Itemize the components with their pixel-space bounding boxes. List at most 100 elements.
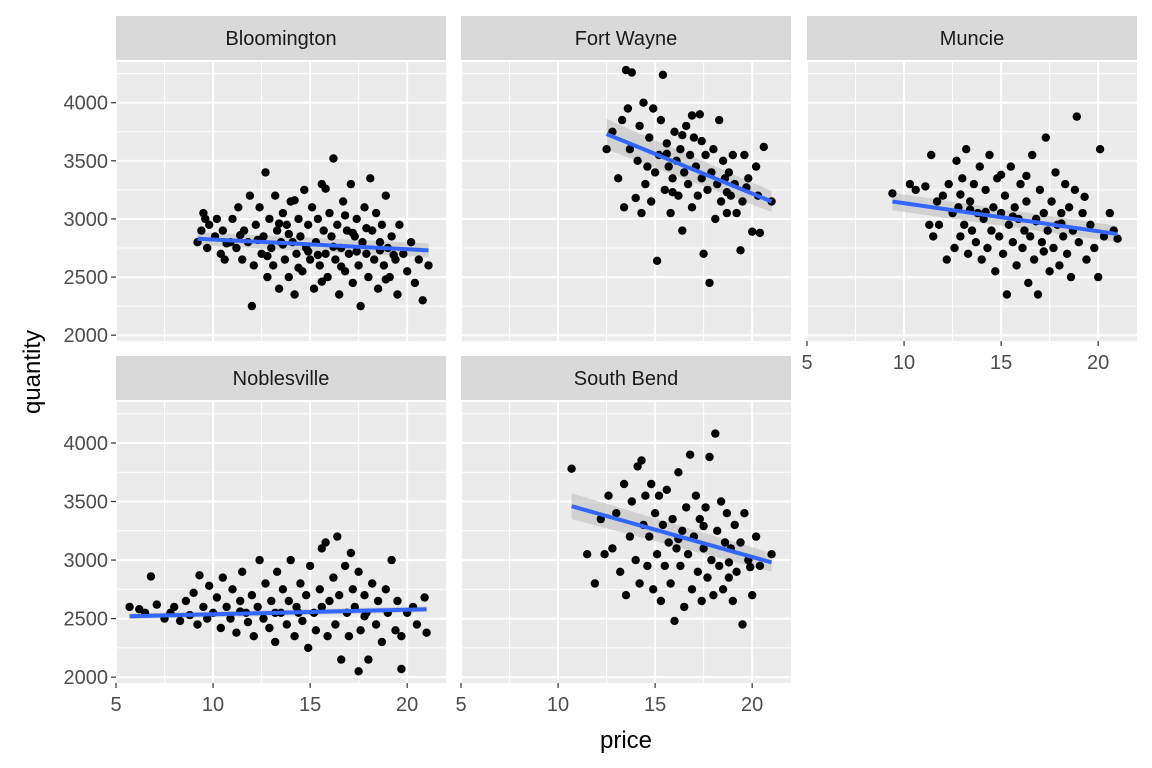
data-point	[600, 550, 609, 559]
data-point	[387, 555, 396, 565]
data-point	[1043, 226, 1052, 235]
data-point	[199, 602, 208, 612]
data-point	[175, 616, 185, 626]
data-point	[181, 596, 191, 606]
data-point	[300, 185, 309, 195]
data-point	[265, 623, 274, 633]
data-point	[703, 185, 712, 195]
data-point	[699, 544, 708, 553]
facet-strip	[807, 16, 1137, 60]
data-point	[678, 526, 687, 535]
data-point	[259, 614, 268, 623]
data-point	[645, 532, 654, 541]
y-tick-label: 3000	[64, 550, 109, 572]
data-point	[271, 191, 280, 200]
data-point	[284, 229, 293, 239]
data-point	[621, 591, 631, 600]
data-point	[718, 585, 728, 594]
data-point	[967, 226, 977, 235]
data-point	[1039, 208, 1049, 218]
data-point	[203, 614, 212, 623]
data-point	[294, 263, 303, 272]
data-point	[645, 133, 654, 142]
data-point	[633, 462, 642, 471]
data-point	[960, 220, 969, 229]
data-point	[1006, 162, 1015, 171]
data-point	[724, 168, 734, 177]
data-point	[625, 145, 635, 154]
data-point	[232, 628, 241, 637]
data-point	[682, 121, 691, 131]
data-point	[932, 197, 942, 206]
confidence-ribbon	[606, 118, 772, 212]
data-point	[290, 196, 299, 205]
data-point	[767, 550, 776, 559]
data-point	[1022, 197, 1031, 206]
data-point	[1066, 272, 1076, 282]
data-point	[1049, 243, 1058, 253]
data-point	[348, 585, 357, 594]
data-point	[370, 255, 379, 264]
data-point	[1095, 145, 1105, 154]
data-point	[654, 491, 664, 500]
data-point	[738, 620, 747, 629]
data-point	[290, 290, 299, 299]
data-point	[987, 226, 996, 235]
data-point	[662, 139, 671, 148]
data-point	[1026, 232, 1035, 241]
data-point	[1082, 255, 1091, 264]
data-point	[379, 261, 389, 270]
data-point	[393, 290, 402, 299]
data-point	[709, 591, 718, 600]
data-point	[1012, 261, 1021, 270]
data-point	[354, 667, 363, 676]
data-point	[662, 485, 671, 494]
data-point	[637, 456, 646, 465]
panel-bloomington: Bloomington 2000 2500 3000 3500 4000	[64, 16, 446, 347]
data-point	[728, 596, 737, 606]
data-point	[222, 602, 231, 612]
regression-line	[892, 199, 1118, 237]
data-point	[1047, 197, 1056, 206]
data-point	[323, 632, 332, 641]
data-point	[998, 249, 1008, 258]
data-point	[278, 208, 288, 218]
data-point	[290, 632, 299, 641]
data-point	[304, 247, 313, 256]
data-point	[325, 208, 334, 218]
data-point	[709, 145, 718, 154]
data-point	[612, 509, 621, 518]
data-point	[705, 452, 714, 462]
data-point	[360, 203, 369, 212]
data-point	[1094, 272, 1103, 282]
x-tick-label: 10	[893, 352, 915, 374]
data-point	[732, 567, 741, 576]
data-point	[333, 532, 342, 541]
data-point	[278, 585, 288, 594]
data-point	[664, 162, 673, 171]
data-point	[304, 643, 313, 653]
data-point	[1045, 267, 1054, 276]
y-tick-label: 3500	[64, 151, 109, 173]
data-point	[617, 115, 627, 125]
data-point	[713, 526, 722, 535]
data-point	[616, 567, 625, 576]
data-point	[284, 272, 293, 282]
data-point	[406, 238, 416, 247]
data-point	[652, 256, 662, 265]
data-point	[660, 185, 669, 195]
data-point	[975, 162, 984, 171]
data-point	[1008, 238, 1017, 247]
data-point	[1004, 220, 1014, 229]
data-point	[722, 188, 732, 197]
data-point	[639, 98, 648, 107]
data-point	[393, 596, 402, 606]
data-point	[744, 174, 753, 183]
data-point	[331, 620, 340, 629]
data-point	[335, 591, 344, 600]
data-point	[649, 104, 658, 113]
y-tick-label: 2000	[64, 325, 109, 347]
data-point	[649, 585, 658, 594]
data-point	[996, 170, 1006, 179]
data-point	[685, 450, 695, 459]
